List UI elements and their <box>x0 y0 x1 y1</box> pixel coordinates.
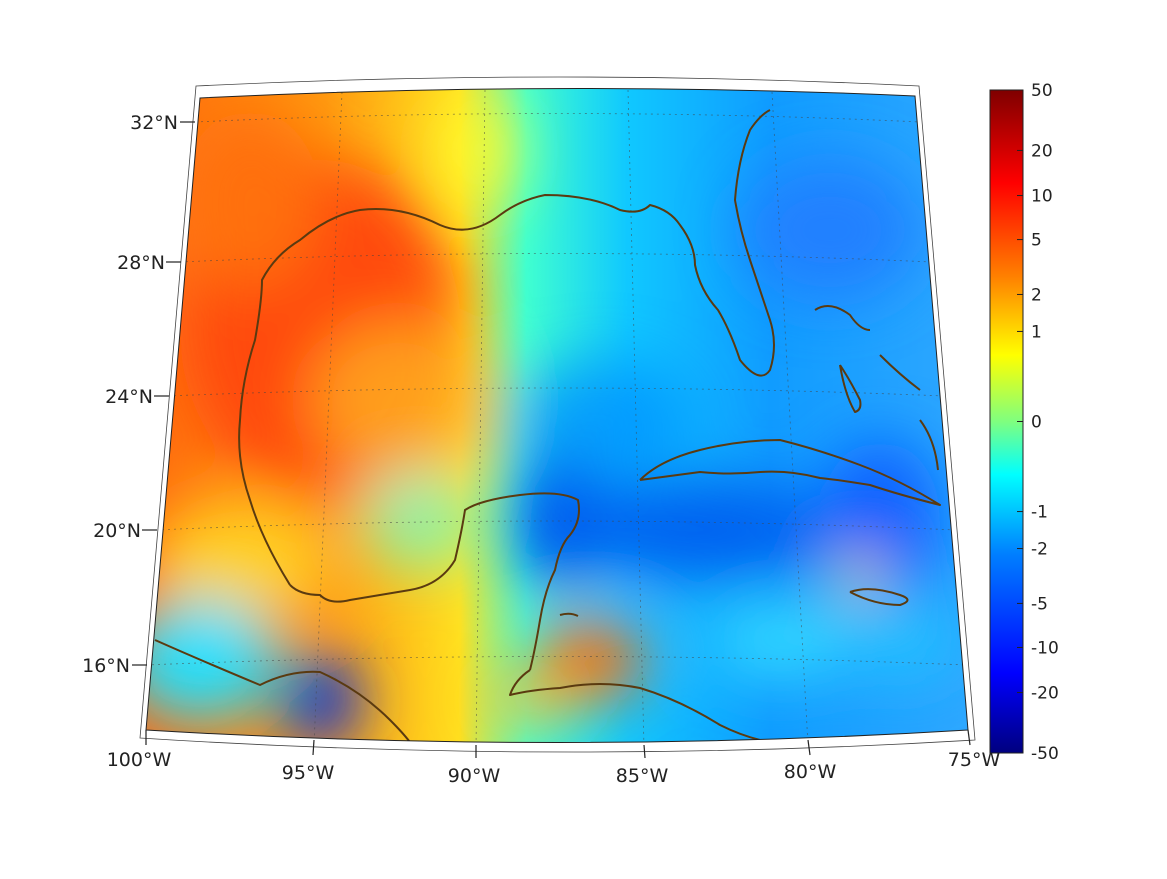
lat-tick-label: 20°N <box>93 520 141 542</box>
lat-tick-label: 16°N <box>82 655 130 677</box>
lat-tick-label: 32°N <box>130 112 178 134</box>
lat-labels: 32°N 28°N 24°N 20°N 16°N <box>82 112 178 677</box>
lon-tick-marks <box>145 729 971 759</box>
lon-labels: 100°W 95°W 90°W 85°W 80°W 75°W <box>107 749 1001 787</box>
lon-tick-label: 75°W <box>948 749 1001 771</box>
lon-tick-label: 85°W <box>616 765 669 787</box>
lon-tick-label: 100°W <box>107 749 172 771</box>
colorbar-tick-label: 1 <box>1031 322 1042 342</box>
lon-tick-label: 80°W <box>784 761 837 783</box>
colorbar-tick-label: -1 <box>1031 503 1048 523</box>
coastlines <box>154 109 941 743</box>
lat-tick-marks <box>132 121 195 666</box>
colorbar-tick-label: 20 <box>1031 141 1053 161</box>
heatmap-field <box>146 88 968 743</box>
colorbar-tick-label: -20 <box>1031 684 1059 704</box>
colorbar-tick-label: -2 <box>1031 540 1048 560</box>
colorbar-tick-label: 50 <box>1031 81 1053 101</box>
colorbar-tick-label: 2 <box>1031 285 1042 305</box>
colorbar-tick-label: 0 <box>1031 413 1042 433</box>
colorbar-tick-label: -50 <box>1031 744 1059 764</box>
colorbar-tick-label: -5 <box>1031 594 1048 614</box>
colorbar-tick-label: -10 <box>1031 638 1059 658</box>
map-frame <box>145 87 969 743</box>
lat-tick-label: 24°N <box>105 386 153 408</box>
graticule <box>146 89 967 743</box>
lon-tick-label: 90°W <box>448 765 501 787</box>
colorbar-tick-label: 5 <box>1031 231 1042 251</box>
lon-tick-label: 95°W <box>282 762 335 784</box>
lat-tick-label: 28°N <box>117 252 165 274</box>
colorbar-tick-label: 10 <box>1031 187 1053 207</box>
map-frame-outer <box>139 76 976 753</box>
